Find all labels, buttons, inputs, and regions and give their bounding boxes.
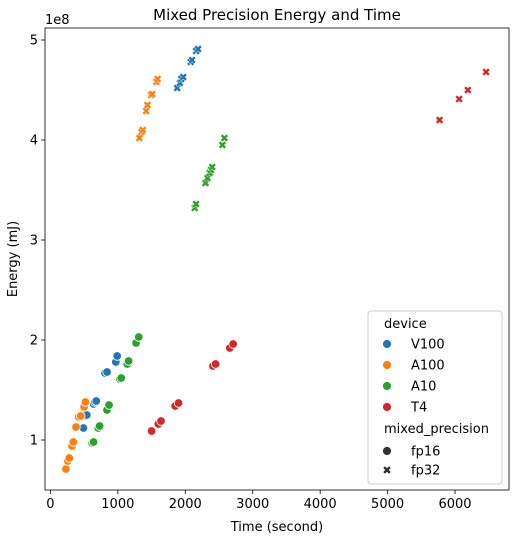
data-point <box>91 396 101 406</box>
axes <box>44 27 510 491</box>
x-axis-label: Time (second) <box>230 520 323 535</box>
data-point <box>68 437 79 447</box>
data-point <box>134 332 144 342</box>
data-point <box>208 162 217 172</box>
legend-marker-fp16 <box>382 446 392 456</box>
x-tick-label: 4000 <box>304 497 337 512</box>
legend-label-fp32: fp32 <box>411 464 440 479</box>
series-t4-fp32 <box>435 67 491 125</box>
x-axis: 0 1000 2000 3000 4000 5000 6000 <box>46 490 472 512</box>
data-point <box>173 398 184 408</box>
data-point <box>116 373 126 383</box>
legend-box <box>367 310 503 485</box>
x-tick-label: 0 <box>46 497 54 512</box>
x-tick-label: 5000 <box>371 497 404 512</box>
data-point <box>138 125 148 135</box>
series-t4-fp16 <box>146 339 238 436</box>
data-point <box>220 133 229 143</box>
legend-hue-title: device <box>384 317 427 332</box>
x-tick-label: 6000 <box>438 497 471 512</box>
data-point <box>481 67 491 77</box>
data-point <box>143 100 152 110</box>
series-a100-fp32 <box>135 74 162 143</box>
x-tick-label: 1000 <box>101 497 134 512</box>
legend-label-v100: V100 <box>411 338 445 353</box>
data-point <box>153 74 162 84</box>
series-a10-fp16 <box>87 332 144 448</box>
series-a10-fp32 <box>190 133 229 213</box>
legend-label-t4: T4 <box>410 401 427 416</box>
data-point <box>141 106 151 116</box>
data-point <box>179 72 188 82</box>
data-point <box>104 400 114 410</box>
y-tick-label: 3 <box>30 234 38 249</box>
data-point <box>71 422 81 432</box>
data-point <box>123 356 134 366</box>
x-tick-label: 2000 <box>169 497 202 512</box>
data-point <box>76 411 86 421</box>
data-point <box>146 426 157 436</box>
data-point <box>80 397 91 407</box>
y-axis: 1 2 3 4 5 <box>30 34 45 449</box>
data-point <box>64 453 74 463</box>
legend-label-fp16: fp16 <box>411 445 440 460</box>
legend-marker-a100 <box>382 360 392 370</box>
legend-marker-v100 <box>382 339 392 349</box>
data-point <box>228 339 238 349</box>
series-v100-fp32 <box>172 44 203 93</box>
data-point <box>193 44 203 54</box>
data-point <box>148 89 157 99</box>
data-point <box>435 115 444 125</box>
y-tick-label: 4 <box>30 134 38 149</box>
data-point <box>112 351 122 361</box>
y-axis-label: Energy (mJ) <box>6 221 21 297</box>
plot-frame <box>44 27 510 491</box>
data-point <box>191 199 201 209</box>
chart-title: Mixed Precision Energy and Time <box>153 6 401 24</box>
data-point <box>463 85 473 95</box>
x-tick-label: 3000 <box>236 497 269 512</box>
data-point <box>187 55 197 65</box>
data-point <box>156 416 166 426</box>
series-a100-fp16 <box>61 397 91 474</box>
data-point <box>102 367 112 377</box>
legend: device V100 A100 A10 T4 mixed_precision fp1… <box>367 310 503 485</box>
y-tick-label: 5 <box>30 34 38 49</box>
y-offset-label: 1e8 <box>45 13 70 28</box>
plot-marks <box>61 44 491 474</box>
legend-marker-t4 <box>382 402 392 412</box>
data-point <box>61 464 71 474</box>
legend-marker-fp32 <box>382 465 392 475</box>
legend-label-a100: A100 <box>411 359 445 374</box>
legend-style-title: mixed_precision <box>384 422 489 437</box>
data-point <box>94 421 105 431</box>
legend-label-a10: A10 <box>411 380 436 395</box>
series-v100-fp16 <box>78 351 122 433</box>
legend-marker-a10 <box>382 381 392 391</box>
data-point <box>210 359 221 369</box>
data-point <box>88 437 99 447</box>
y-tick-label: 1 <box>30 434 38 449</box>
data-point <box>454 94 464 104</box>
y-tick-label: 2 <box>30 334 38 349</box>
data-point <box>218 140 227 150</box>
